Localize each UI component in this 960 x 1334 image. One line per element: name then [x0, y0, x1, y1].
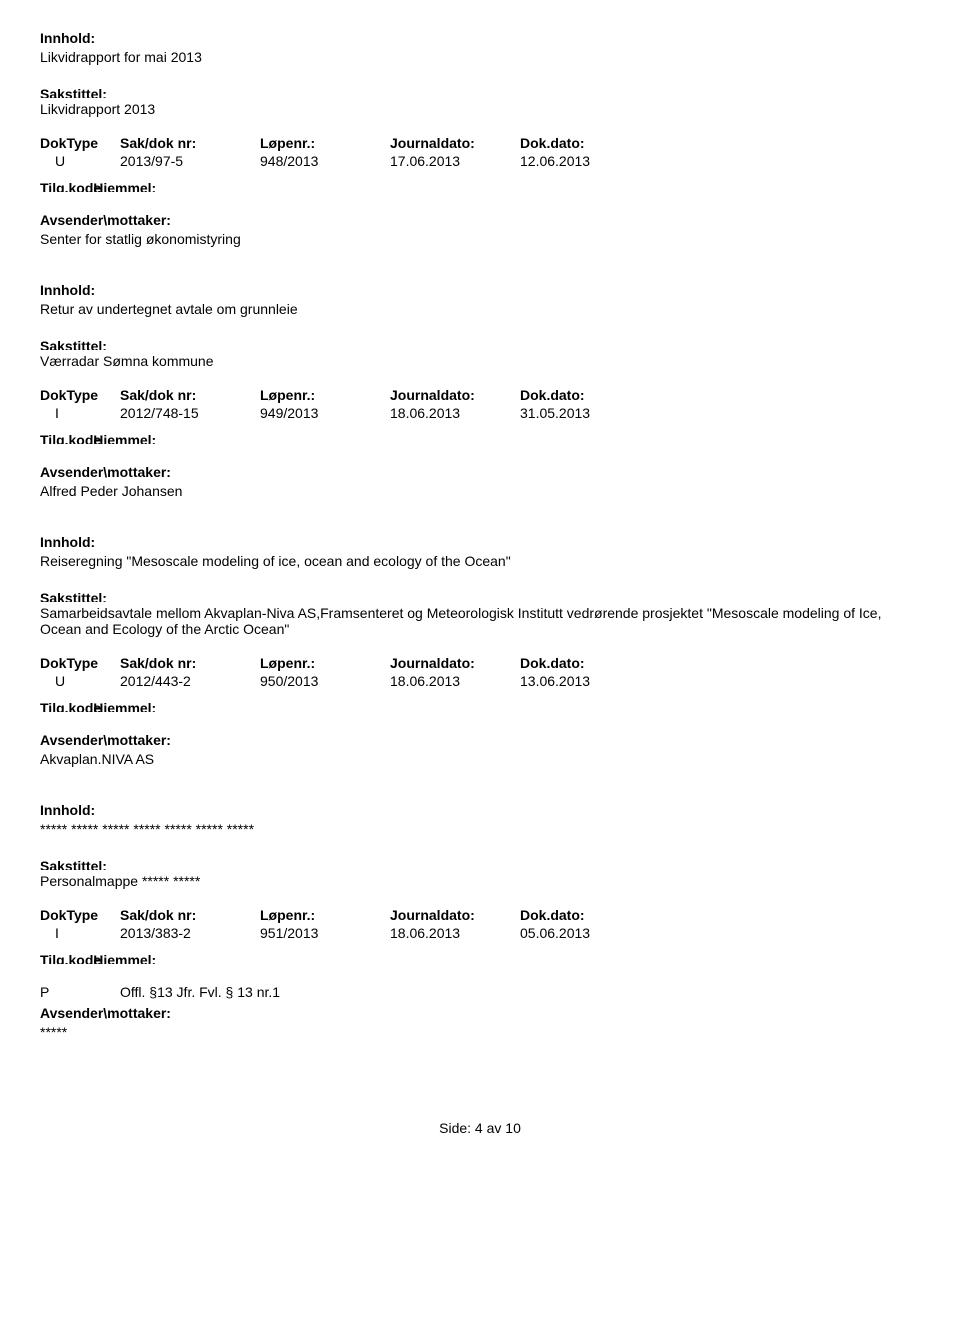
journaldato-value: 18.06.2013 — [390, 673, 520, 689]
sakdoknr-value: 2012/748-15 — [120, 405, 260, 421]
sakdoknr-value: 2013/97-5 — [120, 153, 260, 169]
avsender-label: Avsender\mottaker: — [40, 732, 920, 748]
meta-header-row: DokType Sak/dok nr: Løpenr.: Journaldato… — [40, 135, 920, 151]
sakstittel-text: Værradar Sømna kommune — [40, 353, 920, 369]
avsender-text: Akvaplan.NIVA AS — [40, 751, 920, 767]
tilgkode-label: Tilg.kode — [40, 949, 101, 964]
document-entry: Innhold: Retur av undertegnet avtale om … — [40, 282, 920, 499]
journaldato-value: 18.06.2013 — [390, 405, 520, 421]
tilgkode-row: Tilg.kode Hjemmel: — [40, 949, 920, 964]
journaldato-header: Journaldato: — [390, 907, 520, 923]
doktype-value: U — [40, 153, 120, 169]
meta-header-row: DokType Sak/dok nr: Løpenr.: Journaldato… — [40, 655, 920, 671]
document-entry: Innhold: Likvidrapport for mai 2013 Saks… — [40, 30, 920, 247]
tilgkode-label: Tilg.kode — [40, 177, 101, 192]
sakdoknr-header: Sak/dok nr: — [120, 907, 260, 923]
lopenr-value: 951/2013 — [260, 925, 390, 941]
sakstittel-text: Personalmappe ***** ***** — [40, 873, 920, 889]
doktype-value: I — [40, 925, 120, 941]
tilgkode-value-row: P Offl. §13 Jfr. Fvl. § 13 nr.1 — [40, 984, 920, 1000]
sakdoknr-header: Sak/dok nr: — [120, 135, 260, 151]
meta-value-row: U 2013/97-5 948/2013 17.06.2013 12.06.20… — [40, 153, 920, 169]
doktype-header: DokType — [40, 655, 120, 671]
hjemmel-label: Hjemmel: — [93, 177, 156, 192]
sakstittel-text: Samarbeidsavtale mellom Akvaplan-Niva AS… — [40, 605, 920, 637]
avsender-text: Senter for statlig økonomistyring — [40, 231, 920, 247]
dokdato-header: Dok.dato: — [520, 907, 640, 923]
tilgkode-row: Tilg.kode Hjemmel: — [40, 177, 920, 192]
journaldato-value: 18.06.2013 — [390, 925, 520, 941]
dokdato-header: Dok.dato: — [520, 655, 640, 671]
sakstittel-text: Likvidrapport 2013 — [40, 101, 920, 117]
tilgkode-label: Tilg.kode — [40, 429, 101, 444]
sakstittel-label: Sakstittel: — [40, 855, 920, 870]
hjemmel-value: Offl. §13 Jfr. Fvl. § 13 nr.1 — [120, 984, 280, 1000]
lopenr-value: 949/2013 — [260, 405, 390, 421]
meta-value-row: I 2013/383-2 951/2013 18.06.2013 05.06.2… — [40, 925, 920, 941]
journaldato-header: Journaldato: — [390, 135, 520, 151]
sakdoknr-value: 2012/443-2 — [120, 673, 260, 689]
dokdato-value: 31.05.2013 — [520, 405, 640, 421]
doktype-header: DokType — [40, 907, 120, 923]
lopenr-value: 948/2013 — [260, 153, 390, 169]
meta-header-row: DokType Sak/dok nr: Løpenr.: Journaldato… — [40, 387, 920, 403]
dokdato-value: 13.06.2013 — [520, 673, 640, 689]
document-entry: Innhold: Reiseregning "Mesoscale modelin… — [40, 534, 920, 767]
tilgkode-row: Tilg.kode Hjemmel: — [40, 429, 920, 444]
innhold-label: Innhold: — [40, 802, 920, 818]
innhold-text: Likvidrapport for mai 2013 — [40, 49, 920, 65]
doktype-value: U — [40, 673, 120, 689]
sakstittel-label: Sakstittel: — [40, 83, 920, 98]
lopenr-value: 950/2013 — [260, 673, 390, 689]
journaldato-header: Journaldato: — [390, 387, 520, 403]
document-entry: Innhold: ***** ***** ***** ***** ***** *… — [40, 802, 920, 1040]
dokdato-header: Dok.dato: — [520, 387, 640, 403]
innhold-label: Innhold: — [40, 534, 920, 550]
avsender-label: Avsender\mottaker: — [40, 464, 920, 480]
dokdato-header: Dok.dato: — [520, 135, 640, 151]
sakdoknr-header: Sak/dok nr: — [120, 655, 260, 671]
meta-value-row: I 2012/748-15 949/2013 18.06.2013 31.05.… — [40, 405, 920, 421]
avsender-text: Alfred Peder Johansen — [40, 483, 920, 499]
hjemmel-label: Hjemmel: — [93, 949, 156, 964]
journaldato-header: Journaldato: — [390, 655, 520, 671]
lopenr-header: Løpenr.: — [260, 135, 390, 151]
doktype-value: I — [40, 405, 120, 421]
sakstittel-label: Sakstittel: — [40, 335, 920, 350]
avsender-label: Avsender\mottaker: — [40, 212, 920, 228]
innhold-text: ***** ***** ***** ***** ***** ***** ****… — [40, 821, 920, 837]
hjemmel-label: Hjemmel: — [93, 697, 156, 712]
doktype-header: DokType — [40, 135, 120, 151]
journaldato-value: 17.06.2013 — [390, 153, 520, 169]
innhold-text: Retur av undertegnet avtale om grunnleie — [40, 301, 920, 317]
hjemmel-label: Hjemmel: — [93, 429, 156, 444]
innhold-label: Innhold: — [40, 30, 920, 46]
sakdoknr-value: 2013/383-2 — [120, 925, 260, 941]
sakstittel-label: Sakstittel: — [40, 587, 920, 602]
doktype-header: DokType — [40, 387, 120, 403]
dokdato-value: 05.06.2013 — [520, 925, 640, 941]
lopenr-header: Løpenr.: — [260, 655, 390, 671]
tilgkode-label: Tilg.kode — [40, 697, 101, 712]
meta-value-row: U 2012/443-2 950/2013 18.06.2013 13.06.2… — [40, 673, 920, 689]
avsender-label: Avsender\mottaker: — [40, 1005, 920, 1021]
innhold-text: Reiseregning "Mesoscale modeling of ice,… — [40, 553, 920, 569]
sakdoknr-header: Sak/dok nr: — [120, 387, 260, 403]
lopenr-header: Løpenr.: — [260, 387, 390, 403]
innhold-label: Innhold: — [40, 282, 920, 298]
page-footer: Side: 4 av 10 — [40, 1120, 920, 1136]
tilgkode-row: Tilg.kode Hjemmel: — [40, 697, 920, 712]
avsender-text: ***** — [40, 1024, 920, 1040]
lopenr-header: Løpenr.: — [260, 907, 390, 923]
meta-header-row: DokType Sak/dok nr: Løpenr.: Journaldato… — [40, 907, 920, 923]
tilgkode-value: P — [40, 984, 120, 1000]
dokdato-value: 12.06.2013 — [520, 153, 640, 169]
